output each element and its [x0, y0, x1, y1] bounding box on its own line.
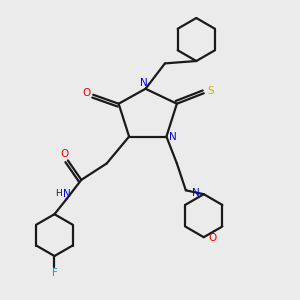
- Text: N: N: [140, 78, 148, 88]
- Text: F: F: [52, 268, 57, 278]
- Text: N: N: [169, 132, 177, 142]
- Text: O: O: [82, 88, 91, 98]
- Text: N: N: [63, 189, 71, 199]
- Text: O: O: [208, 233, 216, 243]
- Text: S: S: [207, 86, 214, 96]
- Text: H: H: [55, 189, 62, 198]
- Text: O: O: [61, 149, 69, 159]
- Text: N: N: [192, 188, 200, 198]
